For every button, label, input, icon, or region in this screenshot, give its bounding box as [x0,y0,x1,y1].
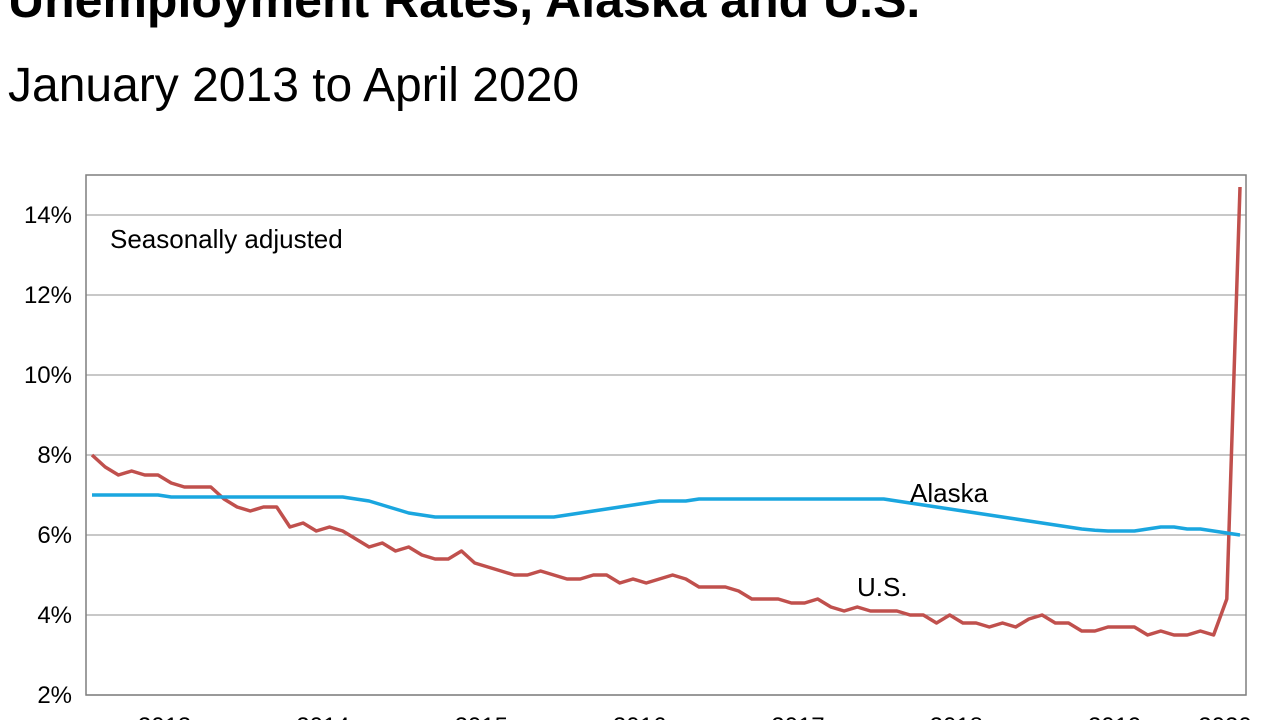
x-tick-label: 2017 [771,713,824,720]
x-tick-label: 2018 [930,713,983,720]
y-tick-label: 10% [24,362,72,389]
annotation-alaska: Alaska [910,478,989,508]
plot-area-frame [85,174,1247,696]
x-tick-label: 2015 [455,713,508,720]
y-axis-tick-labels: 2% 4% 6% 8% 10% 12% 14% [24,202,72,709]
x-tick-label: 2019 [1088,713,1141,720]
y-tick-label: 12% [24,282,72,309]
y-tick-label: 14% [24,202,72,229]
series-line-alaska [92,493,1241,537]
x-tick-label: 2013 [138,713,191,720]
annotations: Seasonally adjusted Alaska U.S. [110,224,989,602]
x-tick-label: 2020 [1198,713,1251,720]
y-tick-label: 6% [37,522,72,549]
annotation-seasonally-adjusted: Seasonally adjusted [110,224,343,254]
chart-title: Unemployment Rates, Alaska and U.S. [8,0,921,28]
series-lines [90,186,1242,637]
gridlines [86,214,1246,696]
x-axis-tick-labels: 2013 2014 2015 2016 2017 2018 2019 2020 [138,713,1252,720]
chart-subtitle: January 2013 to April 2020 [8,59,580,112]
series-line-us [90,186,1242,637]
y-tick-label: 2% [37,682,72,709]
y-tick-label: 4% [37,602,72,629]
y-tick-label: 8% [37,442,72,469]
x-tick-label: 2016 [613,713,666,720]
annotation-us: U.S. [857,572,908,602]
x-tick-label: 2014 [296,713,349,720]
